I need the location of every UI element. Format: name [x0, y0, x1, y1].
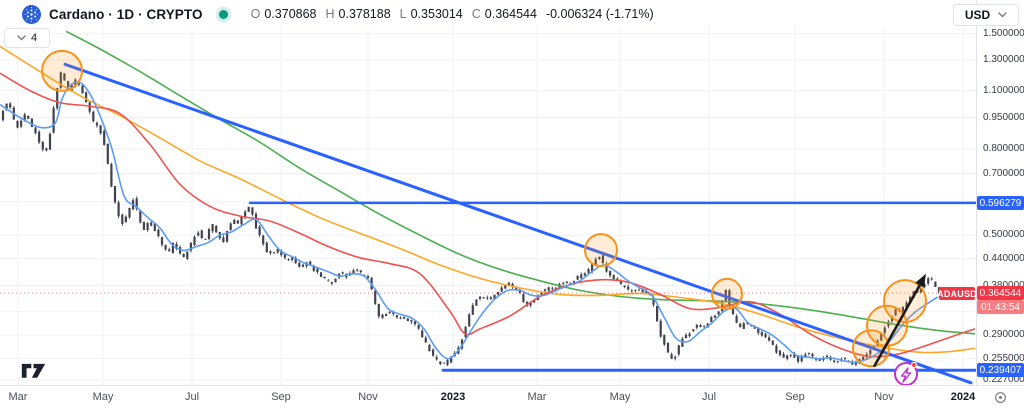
- highlight-circle[interactable]: [41, 49, 83, 92]
- ma-mid-red-line[interactable]: [0, 72, 976, 358]
- axis-corner: [977, 385, 1024, 408]
- price-axis-label: 1.500000: [983, 28, 1024, 39]
- lightning-sticker[interactable]: [894, 361, 918, 385]
- price-badge: 0.364544: [977, 286, 1024, 300]
- high-label: H: [325, 7, 335, 21]
- time-axis-label: Sep: [271, 391, 291, 403]
- candlestick-series: [1, 71, 941, 367]
- countdown-badge: 01:43:54: [977, 300, 1024, 314]
- price-axis-label: 0.380000: [983, 280, 1024, 291]
- currency-dropdown[interactable]: USD: [953, 4, 1019, 26]
- price-axis-label: 0.255000: [983, 353, 1024, 364]
- indicator-count: 4: [30, 32, 38, 44]
- high-value: 0.378188: [338, 7, 391, 21]
- open-value: 0.370868: [264, 7, 317, 21]
- time-axis-label: Mar: [8, 391, 28, 403]
- chevron-down-icon: [17, 35, 26, 41]
- time-axis-label: Nov: [874, 391, 894, 403]
- time-axis-label: Nov: [358, 391, 378, 403]
- currency-label: USD: [964, 8, 991, 22]
- highlight-circle[interactable]: [584, 233, 618, 268]
- price-axis-label: 1.300000: [983, 54, 1024, 65]
- time-axis-label: Mar: [527, 391, 547, 403]
- indicators-collapse-button[interactable]: 4: [4, 28, 50, 48]
- cardano-logo-icon[interactable]: [22, 4, 41, 24]
- time-axis-label: May: [609, 391, 631, 403]
- ma-slow-orange-line[interactable]: [0, 45, 976, 354]
- symbol-price-flag[interactable]: ADAUSD: [937, 287, 977, 300]
- low-value: 0.353014: [410, 7, 463, 21]
- price-axis-label: 0.800000: [983, 143, 1024, 154]
- time-axis[interactable]: Mar May Jul Sep Nov 2023 Mar May Jul Sep Nov 2024: [0, 385, 977, 408]
- price-chart-pane[interactable]: [0, 0, 976, 385]
- time-axis-label: Jul: [701, 391, 717, 403]
- time-axis-label: May: [92, 391, 114, 403]
- tradingview-logo[interactable]: [20, 361, 47, 385]
- low-label: L: [399, 7, 407, 21]
- highlight-circle[interactable]: [711, 277, 743, 310]
- price-axis-label: 0.227000: [983, 374, 1024, 385]
- grid-lines: [0, 26, 976, 385]
- price-change: -0.006324 (-1.71%): [545, 7, 654, 21]
- time-axis-label: Sep: [785, 391, 805, 403]
- time-axis-label: 2023: [440, 391, 466, 403]
- close-value: 0.364544: [484, 7, 537, 21]
- crosshair-target-icon[interactable]: [993, 390, 1008, 405]
- ohlc-readout: O 0.370868 H 0.378188 L 0.353014 C 0.364544 …: [246, 7, 654, 21]
- open-label: O: [250, 7, 261, 21]
- price-badge: 0.596279: [977, 196, 1024, 210]
- breakout-arrow[interactable]: [872, 273, 926, 368]
- price-axis-label: 0.290000: [983, 329, 1024, 340]
- chevron-down-icon: [998, 12, 1007, 18]
- price-axis-label: 0.950000: [983, 112, 1024, 123]
- ma-fast-blue-line[interactable]: [0, 81, 941, 364]
- close-label: C: [471, 7, 481, 21]
- price-axis-label: 0.500000: [983, 229, 1024, 240]
- price-axis[interactable]: 1.500000 1.300000 1.100000 0.950000 0.800000…: [976, 0, 1024, 385]
- price-axis-label: 0.700000: [983, 168, 1024, 179]
- market-status-icon[interactable]: [218, 9, 228, 19]
- descending-trendline[interactable]: [63, 62, 973, 385]
- symbol-title[interactable]: Cardano · 1D · CRYPTO: [49, 6, 203, 22]
- time-axis-label: Jul: [184, 391, 200, 403]
- price-axis-label: 0.440000: [983, 253, 1024, 264]
- chart-header: Cardano · 1D · CRYPTO O 0.370868 H 0.37818…: [22, 3, 654, 25]
- price-axis-label: 1.100000: [983, 85, 1024, 96]
- price-badge: 0.239407: [977, 363, 1024, 377]
- time-axis-label: 2024: [950, 391, 976, 403]
